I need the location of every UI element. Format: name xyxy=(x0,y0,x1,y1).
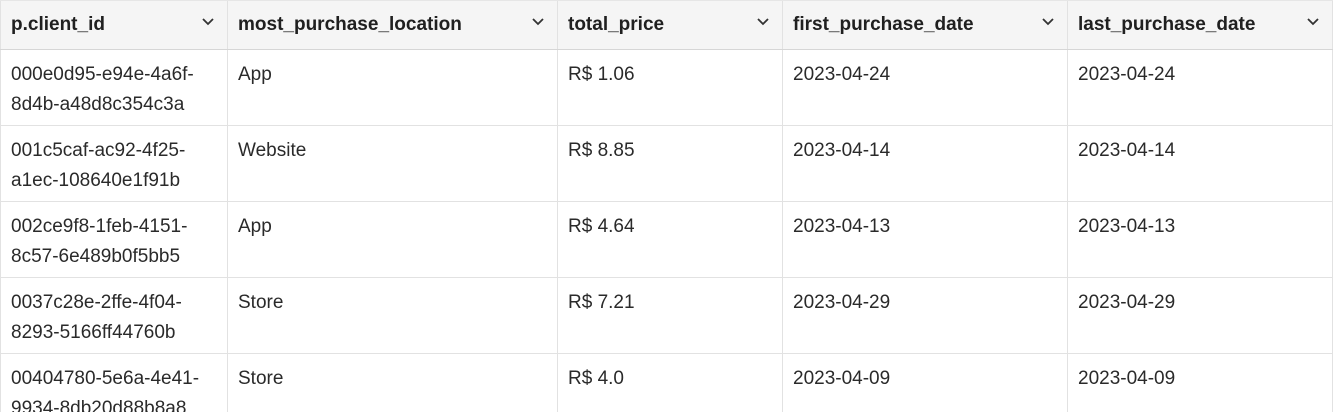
column-header-label: most_purchase_location xyxy=(238,14,462,35)
column-header-label: p.client_id xyxy=(11,14,105,35)
cell-first-purchase-date: 2023-04-13 xyxy=(783,202,1068,277)
column-header-label: first_purchase_date xyxy=(793,14,974,35)
column-header-label: total_price xyxy=(568,14,665,35)
cell-last-purchase-date: 2023-04-13 xyxy=(1068,202,1333,277)
cell-most-purchase-location: Website xyxy=(228,126,558,201)
cell-client-id: 002ce9f8-1feb-4151-8c57-6e489b0f5bb5 xyxy=(0,202,228,277)
chevron-down-icon[interactable] xyxy=(1039,13,1057,31)
table-row: 002ce9f8-1feb-4151-8c57-6e489b0f5bb5 App… xyxy=(0,202,1333,278)
table-row: 000e0d95-e94e-4a6f-8d4b-a48d8c354c3a App… xyxy=(0,50,1333,126)
cell-last-purchase-date: 2023-04-29 xyxy=(1068,278,1333,353)
cell-total-price: R$ 7.21 xyxy=(558,278,783,353)
column-header-client-id[interactable]: p.client_id xyxy=(0,1,228,49)
cell-client-id: 001c5caf-ac92-4f25-a1ec-108640e1f91b xyxy=(0,126,228,201)
table-row: 0037c28e-2ffe-4f04-8293-5166ff44760b Sto… xyxy=(0,278,1333,354)
table-row: 001c5caf-ac92-4f25-a1ec-108640e1f91b Web… xyxy=(0,126,1333,202)
column-header-first-purchase-date[interactable]: first_purchase_date xyxy=(783,1,1068,49)
table-row: 00404780-5e6a-4e41-9934-8db20d88b8a8 Sto… xyxy=(0,354,1333,412)
column-header-most-purchase-location[interactable]: most_purchase_location xyxy=(228,1,558,49)
chevron-down-icon[interactable] xyxy=(199,13,217,31)
column-header-last-purchase-date[interactable]: last_purchase_date xyxy=(1068,1,1333,49)
cell-most-purchase-location: Store xyxy=(228,354,558,412)
cell-first-purchase-date: 2023-04-14 xyxy=(783,126,1068,201)
cell-client-id: 0037c28e-2ffe-4f04-8293-5166ff44760b xyxy=(0,278,228,353)
cell-total-price: R$ 8.85 xyxy=(558,126,783,201)
cell-total-price: R$ 1.06 xyxy=(558,50,783,125)
cell-total-price: R$ 4.64 xyxy=(558,202,783,277)
cell-last-purchase-date: 2023-04-09 xyxy=(1068,354,1333,412)
cell-last-purchase-date: 2023-04-24 xyxy=(1068,50,1333,125)
column-header-total-price[interactable]: total_price xyxy=(558,1,783,49)
cell-most-purchase-location: App xyxy=(228,202,558,277)
cell-most-purchase-location: App xyxy=(228,50,558,125)
chevron-down-icon[interactable] xyxy=(1304,13,1322,31)
column-header-label: last_purchase_date xyxy=(1078,14,1256,35)
cell-total-price: R$ 4.0 xyxy=(558,354,783,412)
cell-most-purchase-location: Store xyxy=(228,278,558,353)
chevron-down-icon[interactable] xyxy=(529,13,547,31)
chevron-down-icon[interactable] xyxy=(754,13,772,31)
cell-first-purchase-date: 2023-04-09 xyxy=(783,354,1068,412)
cell-first-purchase-date: 2023-04-24 xyxy=(783,50,1068,125)
table-header-row: p.client_id most_purchase_location total… xyxy=(0,0,1333,50)
cell-first-purchase-date: 2023-04-29 xyxy=(783,278,1068,353)
cell-client-id: 00404780-5e6a-4e41-9934-8db20d88b8a8 xyxy=(0,354,228,412)
cell-client-id: 000e0d95-e94e-4a6f-8d4b-a48d8c354c3a xyxy=(0,50,228,125)
cell-last-purchase-date: 2023-04-14 xyxy=(1068,126,1333,201)
